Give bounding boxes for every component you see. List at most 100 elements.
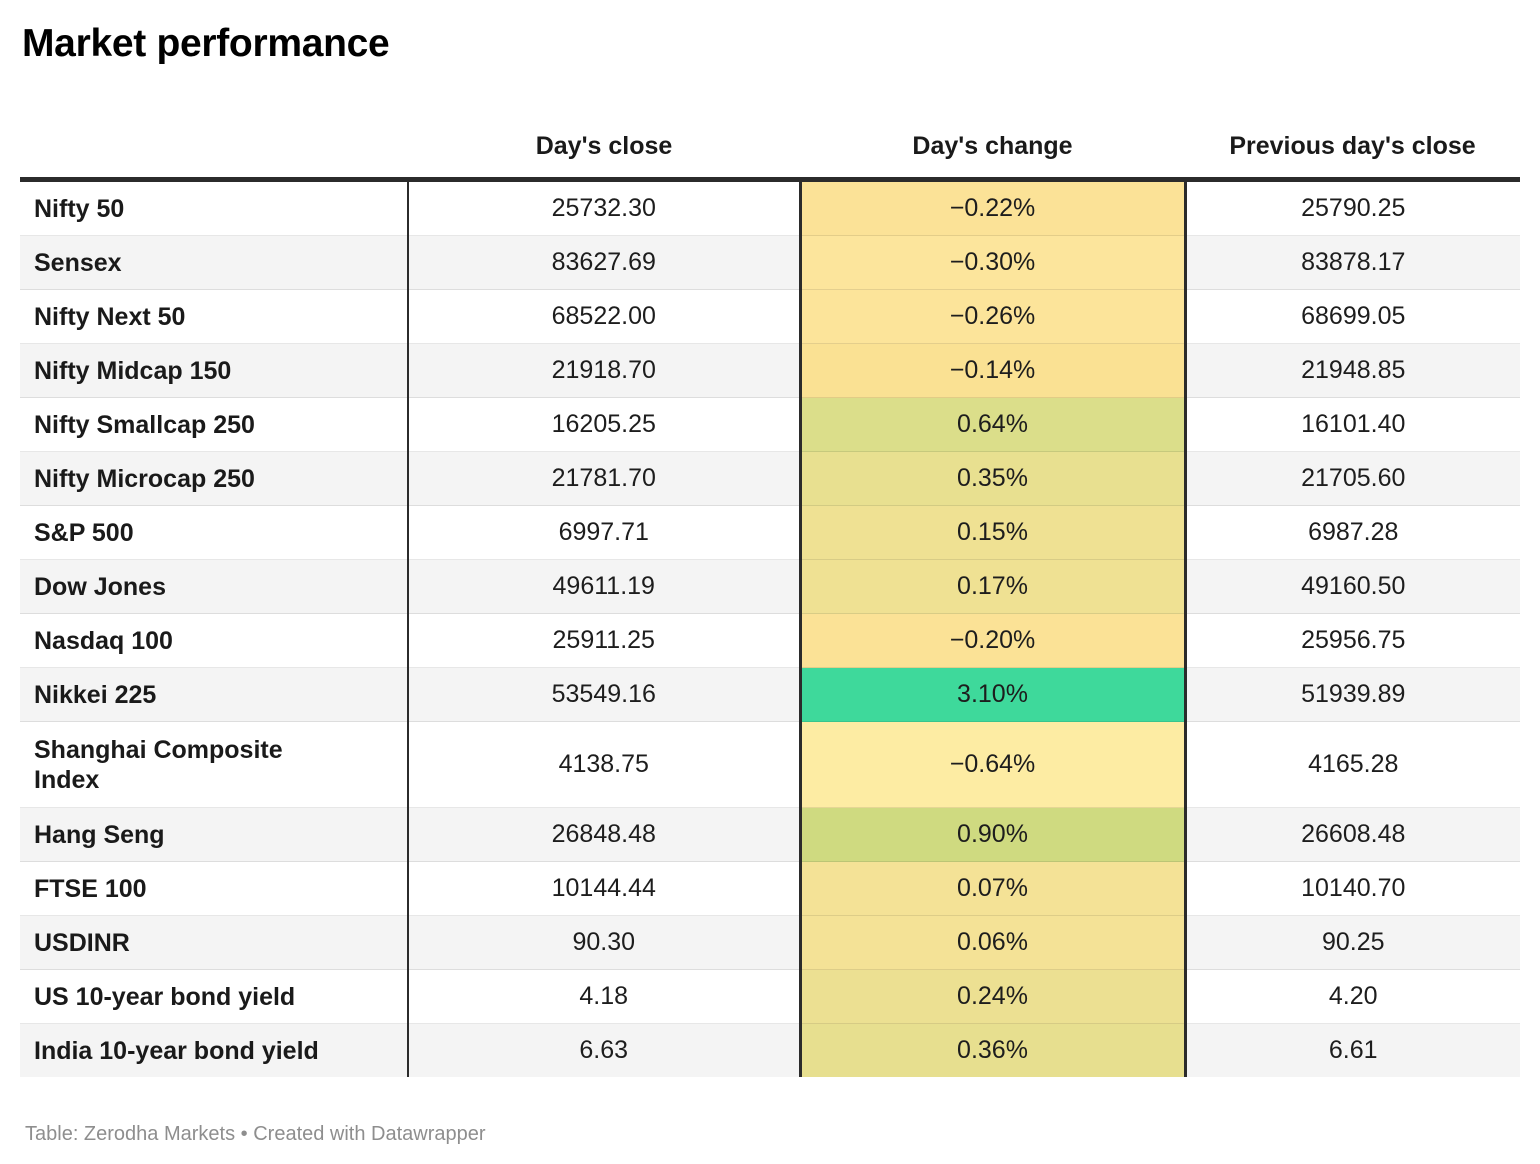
table-row: FTSE 100 10144.44 0.07% 10140.70 — [20, 861, 1520, 916]
previous-days-close-cell: 6987.28 — [1183, 505, 1520, 560]
days-close-cell: 25732.30 — [407, 179, 800, 236]
row-label-cell: USDINR — [20, 915, 408, 970]
previous-days-close-cell: 90.25 — [1183, 915, 1520, 970]
days-close-cell: 4.18 — [407, 969, 800, 1024]
days-close-cell: 83627.69 — [407, 235, 800, 290]
days-close-cell: 25911.25 — [407, 613, 800, 668]
days-change-cell: −0.30% — [798, 235, 1185, 290]
days-close-cell: 10144.44 — [407, 861, 800, 916]
table-row: Nifty Next 50 68522.00 −0.26% 68699.05 — [20, 289, 1520, 344]
previous-days-close-cell: 6.61 — [1183, 1023, 1520, 1077]
days-change-cell: 0.17% — [798, 559, 1185, 614]
column-header-blank — [20, 68, 408, 182]
row-label-cell: Nifty Next 50 — [20, 289, 408, 344]
market-performance-table-widget: Market performance Day's close Day's cha… — [0, 20, 1540, 1164]
days-change-cell: −0.26% — [798, 289, 1185, 344]
previous-days-close-cell: 4.20 — [1183, 969, 1520, 1024]
row-label: Nifty Microcap 250 — [34, 464, 255, 493]
row-label-cell: Hang Seng — [20, 807, 408, 862]
previous-days-close-cell: 51939.89 — [1183, 667, 1520, 722]
previous-days-close-cell: 4165.28 — [1183, 721, 1520, 808]
previous-days-close-cell: 21705.60 — [1183, 451, 1520, 506]
row-label-cell: Nikkei 225 — [20, 667, 408, 722]
row-label: Hang Seng — [34, 820, 165, 849]
days-change-cell: 0.64% — [798, 397, 1185, 452]
row-label-cell: Nasdaq 100 — [20, 613, 408, 668]
row-label: USDINR — [34, 928, 130, 957]
days-change-cell: 0.15% — [798, 505, 1185, 560]
table-header: Day's close Day's change Previous day's … — [20, 68, 1520, 182]
table-row: US 10-year bond yield 4.18 0.24% 4.20 — [20, 969, 1520, 1024]
row-label: Nifty 50 — [34, 194, 125, 223]
table-row: Nikkei 225 53549.16 3.10% 51939.89 — [20, 667, 1520, 722]
table-row: Nifty 50 25732.30 −0.22% 25790.25 — [20, 179, 1520, 236]
days-change-cell: −0.20% — [798, 613, 1185, 668]
row-label-cell: Nifty Midcap 150 — [20, 343, 408, 398]
row-label: US 10-year bond yield — [34, 982, 296, 1011]
row-label-cell: S&P 500 — [20, 505, 408, 560]
previous-days-close-cell: 83878.17 — [1183, 235, 1520, 290]
table-row: Nasdaq 100 25911.25 −0.20% 25956.75 — [20, 613, 1520, 668]
row-label: S&P 500 — [34, 518, 134, 547]
page-title: Market performance — [22, 22, 390, 65]
table-row: Shanghai Composite Index 4138.75 −0.64% … — [20, 721, 1520, 808]
table-row: Sensex 83627.69 −0.30% 83878.17 — [20, 235, 1520, 290]
previous-days-close-cell: 25956.75 — [1183, 613, 1520, 668]
previous-days-close-cell: 25790.25 — [1183, 179, 1520, 236]
days-change-cell: −0.14% — [798, 343, 1185, 398]
days-close-cell: 21781.70 — [407, 451, 800, 506]
row-label: Nifty Smallcap 250 — [34, 410, 255, 439]
table-body: Nifty 50 25732.30 −0.22% 25790.25 Sensex… — [20, 179, 1520, 1077]
row-label: Nasdaq 100 — [34, 626, 173, 655]
days-close-cell: 90.30 — [407, 915, 800, 970]
column-header-days-close: Day's close — [408, 68, 800, 182]
previous-days-close-cell: 16101.40 — [1183, 397, 1520, 452]
column-header-previous-days-close: Previous day's close — [1185, 68, 1520, 182]
days-close-cell: 6997.71 — [407, 505, 800, 560]
table-row: India 10-year bond yield 6.63 0.36% 6.61 — [20, 1023, 1520, 1077]
row-label-cell: Nifty 50 — [20, 180, 408, 236]
previous-days-close-cell: 21948.85 — [1183, 343, 1520, 398]
days-close-cell: 53549.16 — [407, 667, 800, 722]
row-label-cell: India 10-year bond yield — [20, 1023, 408, 1077]
days-close-cell: 4138.75 — [407, 721, 800, 808]
days-close-cell: 6.63 — [407, 1023, 800, 1077]
previous-days-close-cell: 10140.70 — [1183, 861, 1520, 916]
row-label-cell: Sensex — [20, 235, 408, 290]
days-change-cell: 0.06% — [798, 915, 1185, 970]
days-close-cell: 16205.25 — [407, 397, 800, 452]
days-change-cell: 0.07% — [798, 861, 1185, 916]
table-row: Nifty Midcap 150 21918.70 −0.14% 21948.8… — [20, 343, 1520, 398]
row-label: Nikkei 225 — [34, 680, 157, 709]
days-close-cell: 49611.19 — [407, 559, 800, 614]
days-change-cell: 0.36% — [798, 1023, 1185, 1077]
attribution-footer: Table: Zerodha Markets • Created with Da… — [25, 1123, 486, 1145]
days-close-cell: 26848.48 — [407, 807, 800, 862]
row-label: Shanghai Composite Index — [34, 735, 283, 794]
table-row: USDINR 90.30 0.06% 90.25 — [20, 915, 1520, 970]
days-change-cell: 0.24% — [798, 969, 1185, 1024]
table-row: Nifty Microcap 250 21781.70 0.35% 21705.… — [20, 451, 1520, 506]
days-change-cell: −0.22% — [798, 179, 1185, 236]
table-row: Hang Seng 26848.48 0.90% 26608.48 — [20, 807, 1520, 862]
days-close-cell: 21918.70 — [407, 343, 800, 398]
days-close-cell: 68522.00 — [407, 289, 800, 344]
previous-days-close-cell: 49160.50 — [1183, 559, 1520, 614]
row-label: Nifty Midcap 150 — [34, 356, 232, 385]
row-label-cell: Nifty Microcap 250 — [20, 451, 408, 506]
column-header-days-change: Day's change — [800, 68, 1185, 182]
row-label-cell: Nifty Smallcap 250 — [20, 397, 408, 452]
row-label-cell: FTSE 100 — [20, 861, 408, 916]
table-row: Nifty Smallcap 250 16205.25 0.64% 16101.… — [20, 397, 1520, 452]
previous-days-close-cell: 68699.05 — [1183, 289, 1520, 344]
table-row: S&P 500 6997.71 0.15% 6987.28 — [20, 505, 1520, 560]
market-table: Day's close Day's change Previous day's … — [20, 68, 1520, 1077]
row-label: Nifty Next 50 — [34, 302, 186, 331]
days-change-cell: 3.10% — [798, 667, 1185, 722]
row-label-cell: Dow Jones — [20, 559, 408, 614]
days-change-cell: −0.64% — [798, 721, 1185, 808]
previous-days-close-cell: 26608.48 — [1183, 807, 1520, 862]
row-label: Dow Jones — [34, 572, 166, 601]
row-label: FTSE 100 — [34, 874, 147, 903]
row-label-cell: Shanghai Composite Index — [20, 721, 408, 808]
